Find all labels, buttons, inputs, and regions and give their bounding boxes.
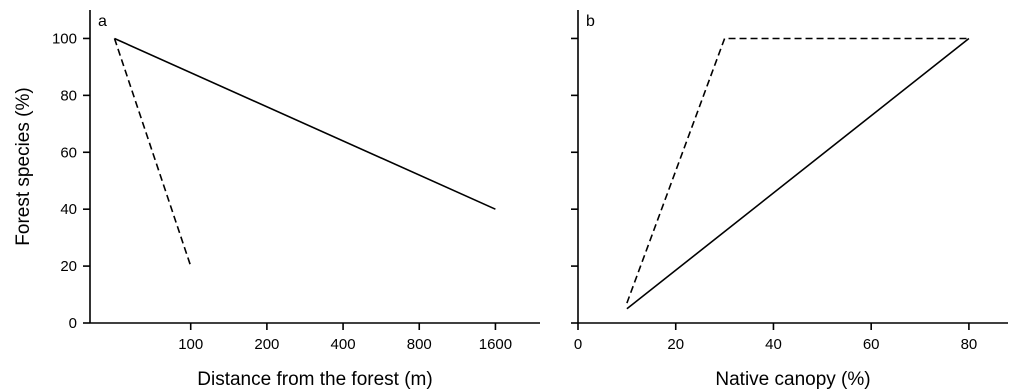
x-tick-label-a: 100 [178,336,203,353]
x-tick-label-a: 1600 [479,336,512,353]
y-axis-label-a: Forest species (%) [13,87,34,245]
y-tick-label-a: 0 [69,315,77,332]
x-axis-label-a: Distance from the forest (m) [197,369,432,390]
panel-label-a: a [98,13,107,30]
panel-a: 0 20 40 60 80 100 100 200 400 800 1600 a Distance fr… [13,10,540,390]
panel-label-b: b [586,13,595,30]
x-tick-label-b: 20 [667,336,684,353]
x-tick-label-b: 40 [765,336,782,353]
x-tick-label-b: 60 [863,336,880,353]
x-tick-label-b: 0 [574,336,582,353]
x-tick-label-a: 200 [254,336,279,353]
y-tick-label-a: 40 [60,201,77,218]
x-axis-label-b: Native canopy (%) [715,369,870,390]
y-tick-label-a: 100 [52,30,77,47]
x-tick-label-b: 80 [961,336,978,353]
x-tick-label-a: 800 [407,336,432,353]
series-line-dashed-a [113,38,192,267]
y-tick-label-a: 20 [60,258,77,275]
series-line-solid-a [114,37,496,210]
series-line-dashed-b [626,37,969,304]
panel-b: 0 20 40 60 80 b Native canopy (%) [571,10,1008,390]
y-tick-label-a: 80 [60,87,77,104]
x-tick-label-a: 400 [331,336,356,353]
y-tick-label-a: 60 [60,144,77,161]
series-line-solid-b [626,37,970,310]
